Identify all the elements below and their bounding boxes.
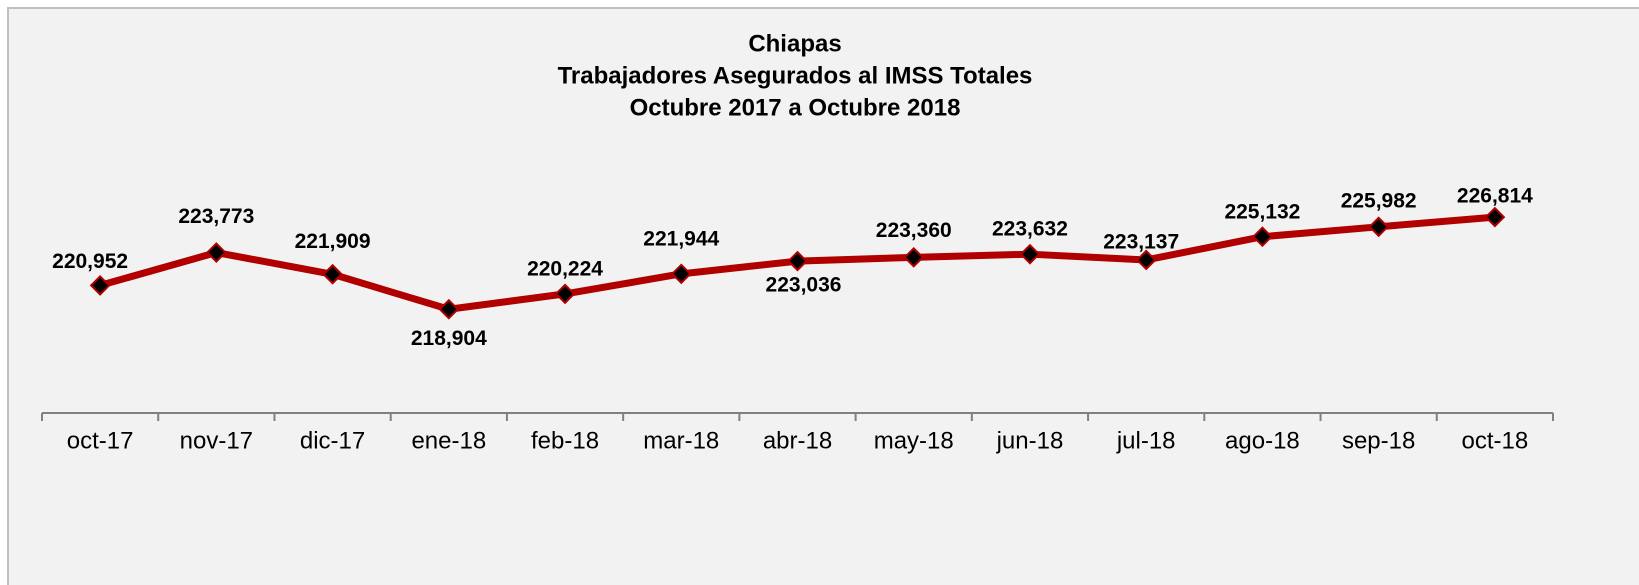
x-tick-label: jul-18	[1116, 427, 1176, 454]
marker	[89, 274, 111, 296]
data-label: 223,773	[178, 205, 254, 228]
x-tick-label: oct-18	[1462, 427, 1529, 454]
x-tick-label: sep-18	[1342, 427, 1415, 454]
marker	[205, 242, 227, 263]
x-tick-label: may-18	[874, 427, 954, 454]
chart-frame	[7, 7, 1639, 585]
marker	[670, 263, 692, 285]
marker	[1252, 226, 1273, 248]
marker	[1368, 216, 1390, 238]
marker	[1135, 249, 1157, 271]
marker	[438, 298, 460, 320]
chart-subtitle: Trabajadores Asegurados al IMSS Totales	[558, 62, 1033, 89]
data-label: 225,982	[1341, 189, 1417, 212]
x-tick-label: ago-18	[1225, 427, 1300, 454]
data-label: 218,904	[411, 327, 487, 350]
marker	[1019, 243, 1041, 265]
data-label: 223,137	[1103, 231, 1179, 254]
x-tick-label: mar-18	[643, 427, 719, 454]
data-label: 220,952	[52, 250, 128, 273]
data-label: 225,132	[1224, 200, 1300, 223]
marker	[1484, 206, 1506, 228]
chart-subtitle: Octubre 2017 a Octubre 2018	[630, 94, 961, 121]
data-label: 223,632	[992, 218, 1068, 241]
x-tick-label: ene-18	[411, 427, 486, 454]
x-tick-label: jun-18	[996, 427, 1064, 454]
x-tick-label: oct-17	[67, 427, 134, 454]
data-label: 223,036	[766, 274, 842, 297]
x-tick-label: abr-18	[763, 427, 832, 454]
data-label: 226,814	[1457, 185, 1533, 208]
data-label: 223,360	[876, 219, 952, 242]
data-label: 220,224	[527, 257, 603, 280]
marker	[787, 250, 808, 272]
data-label: 221,909	[295, 230, 371, 253]
data-label: 221,944	[643, 227, 719, 250]
marker	[903, 246, 925, 268]
x-tick-label: nov-17	[180, 427, 253, 454]
x-tick-label: dic-17	[300, 427, 365, 454]
chart-title: Chiapas	[748, 30, 841, 57]
marker	[554, 283, 576, 305]
x-tick-label: feb-18	[531, 427, 599, 454]
marker	[322, 263, 343, 285]
